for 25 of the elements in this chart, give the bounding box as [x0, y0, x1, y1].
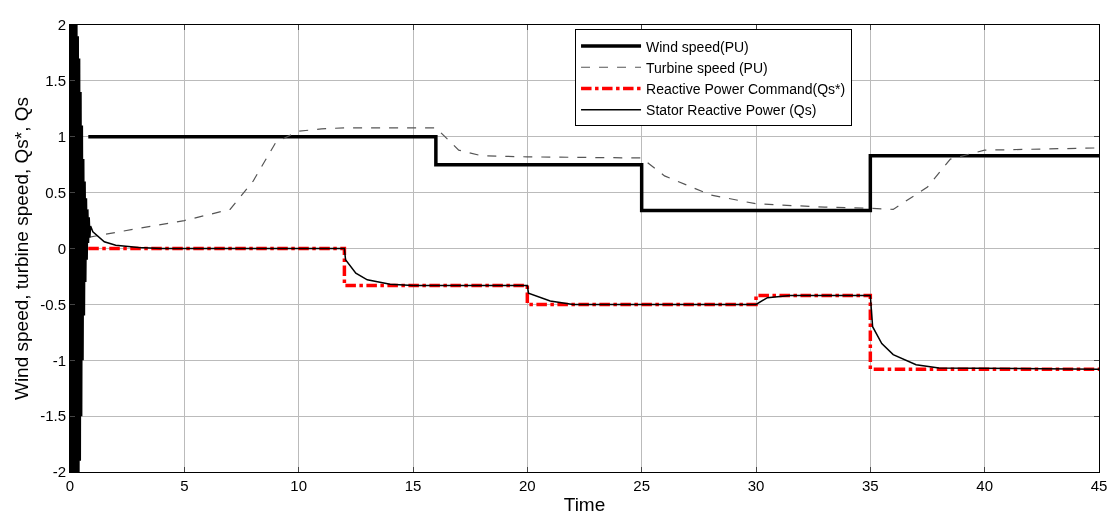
- y-axis-title: Wind speed, turbine speed, Qs*, Qs: [10, 96, 32, 401]
- y-tick-label: -0.5: [40, 295, 66, 313]
- x-tick-label: 20: [518, 477, 536, 494]
- y-tick-label: 1: [57, 128, 66, 145]
- x-tick-label: 15: [404, 477, 422, 494]
- x-tick-label: 40: [976, 477, 994, 494]
- x-tick-label: 45: [1090, 477, 1108, 494]
- y-tick-label: -1: [52, 351, 66, 369]
- y-tick-label: -2: [52, 463, 66, 481]
- x-tick-label: 10: [290, 477, 308, 494]
- y-tick-label: 1.5: [45, 72, 66, 90]
- line-series: [86, 246, 1099, 371]
- y-tick-label: 0: [57, 239, 66, 257]
- y-tick-label: 0.5: [45, 183, 66, 201]
- x-tick-label: 5: [180, 477, 189, 494]
- x-tick-label: 35: [861, 477, 879, 494]
- legend-label: Stator Reactive Power (Qs): [646, 102, 817, 119]
- x-tick-label: 30: [747, 477, 765, 494]
- y-tick-label: -1.5: [40, 407, 66, 425]
- legend-label: Wind speed(PU): [646, 38, 749, 55]
- x-tick-label: 25: [633, 477, 651, 494]
- y-tick-label: 2: [57, 16, 66, 34]
- legend-label: Turbine speed (PU): [646, 59, 768, 76]
- x-axis-title: Time: [563, 493, 606, 515]
- legend-label: Reactive Power Command(Qs*): [646, 80, 846, 97]
